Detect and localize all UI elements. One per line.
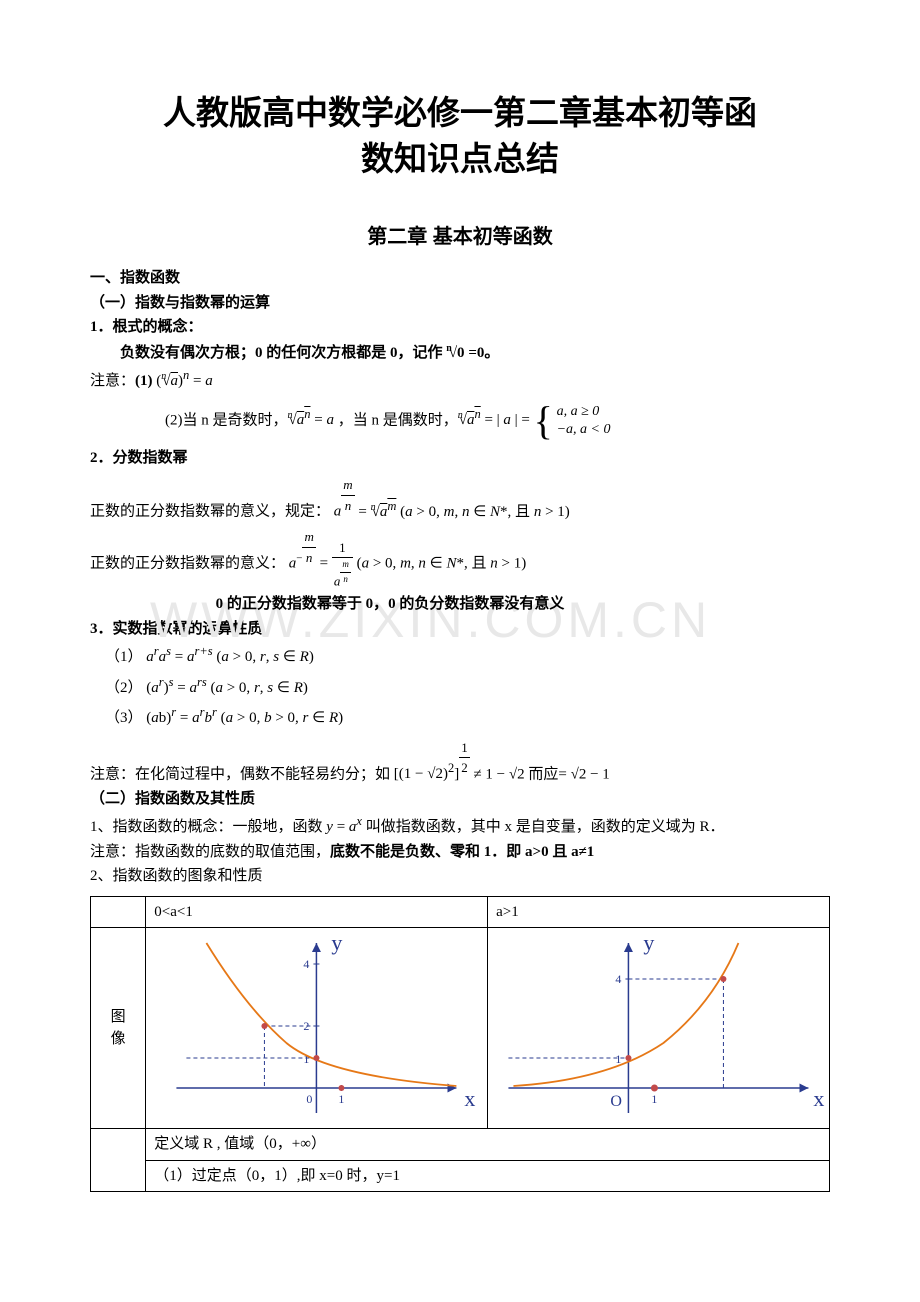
- piecewise-b: −a, a < 0: [557, 422, 611, 437]
- section-1-1: （一）指数与指数幂的运算: [90, 292, 830, 315]
- sub-3-head: 3．实数指数幂的运算性质: [90, 618, 830, 641]
- chapter-heading: 第二章 基本初等函数: [90, 222, 830, 252]
- row-fixed-point: （1）过定点（0，1）,即 x=0 时，y=1: [146, 1160, 830, 1192]
- svg-text:4: 4: [304, 957, 310, 971]
- svg-text:1: 1: [616, 1052, 622, 1066]
- graph-increasing: x y O 1 1 4: [488, 928, 830, 1129]
- exp-function-table: 0<a<1 a>1 图像 x y 0 1 1 2 4: [90, 896, 830, 1193]
- svg-text:y: y: [644, 930, 655, 955]
- table-corner: [91, 896, 146, 928]
- rule-1: （1） aras = ar+s (a > 0, r, s ∈ R): [90, 642, 830, 669]
- base-note-prefix: 注意：指数函数的底数的取值范围，: [90, 844, 330, 860]
- sub-1-head: 1．根式的概念：: [90, 316, 830, 339]
- svg-text:y: y: [332, 930, 343, 955]
- root-zero-text: 负数没有偶次方根；0 的任何次方根都是 0，记作: [120, 345, 446, 361]
- rule-3: （3） (ab)r = arbr (a > 0, b > 0, r ∈ R): [90, 703, 830, 730]
- exp-fn-note: 注意：指数函数的底数的取值范围，底数不能是负数、零和 1．即 a>0 且 a≠1: [90, 841, 830, 864]
- col-head-right: a>1: [488, 896, 830, 928]
- svg-text:O: O: [611, 1093, 623, 1110]
- rule-2: （2） (ar)s = ars (a > 0, r, s ∈ R): [90, 673, 830, 700]
- title-line-2: 数知识点总结: [361, 140, 559, 177]
- sub-1-note: 负数没有偶次方根；0 的任何次方根都是 0，记作 n√0 =0。: [90, 341, 830, 365]
- svg-text:4: 4: [616, 972, 622, 986]
- frac-exp-pos-label: 正数的正分数指数幂的意义，规定：: [90, 504, 330, 520]
- svg-text:x: x: [814, 1086, 825, 1111]
- exp-fn-def: 1、指数函数的概念：一般地，函数 y = ax 叫做指数函数，其中 x 是自变量…: [90, 812, 830, 839]
- title-line-1: 人教版高中数学必修一第二章基本初等函: [163, 94, 757, 131]
- page-title: 人教版高中数学必修一第二章基本初等函 数知识点总结: [90, 90, 830, 182]
- section-1-2: （二）指数函数及其性质: [90, 788, 830, 811]
- row-head-graph: 图像: [91, 928, 146, 1129]
- section-1: 一、指数函数: [90, 267, 830, 290]
- base-note-bold: 底数不能是负数、零和 1．即 a>0 且 a≠1: [330, 844, 594, 860]
- svg-text:0: 0: [307, 1092, 313, 1106]
- piecewise-a: a, a ≥ 0: [557, 404, 600, 419]
- sub-2-neg: 正数的正分数指数幂的意义： a−mn = 1amn (a > 0, m, n ∈…: [90, 527, 830, 591]
- svg-text:x: x: [465, 1086, 476, 1111]
- sub-1-attn: 注意：(1) (n√a)n = a: [90, 366, 830, 393]
- row-head-props: [91, 1129, 146, 1192]
- frac-exp-neg-label: 正数的正分数指数幂的意义：: [90, 556, 285, 572]
- svg-text:1: 1: [339, 1092, 345, 1106]
- graph-decreasing: x y 0 1 1 2 4: [146, 928, 488, 1129]
- col-head-left: 0<a<1: [146, 896, 488, 928]
- sub-2-head: 2．分数指数幂: [90, 447, 830, 470]
- row-domain: 定义域 R , 值域（0，+∞）: [146, 1129, 830, 1161]
- simplify-note: 注意：在化简过程中，偶数不能轻易约分；如 [(1 − √2)2]12 ≠ 1 −…: [90, 738, 830, 786]
- sub-1-case: (2)当 n 是奇数时，n√an = a ，当 n 是偶数时，n√an = | …: [90, 401, 830, 441]
- sub-2-pos: 正数的正分数指数幂的意义，规定： amn = n√am (a > 0, m, n…: [90, 475, 830, 523]
- sub-2-zero: 0 的正分数指数幂等于 0，0 的负分数指数幂没有意义: [90, 593, 830, 616]
- svg-text:1: 1: [652, 1092, 658, 1106]
- graph-props-head: 2、指数函数的图象和性质: [90, 865, 830, 888]
